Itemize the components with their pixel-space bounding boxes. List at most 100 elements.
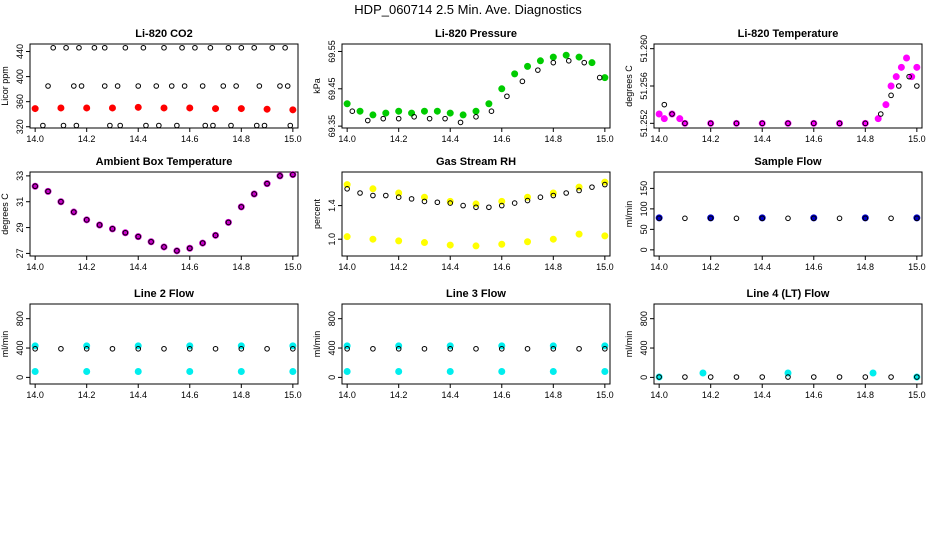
data-point bbox=[369, 111, 377, 119]
data-point bbox=[892, 73, 900, 81]
data-point bbox=[524, 62, 532, 70]
data-point bbox=[174, 122, 180, 129]
y-axis-label: ml/min bbox=[0, 331, 10, 358]
x-tick-label: 14.8 bbox=[545, 262, 563, 272]
data-point bbox=[588, 59, 596, 67]
data-point bbox=[446, 109, 454, 117]
panel-li820-temperature: Li-820 Temperature degrees C 14.0 14.2 14.4 1… bbox=[624, 28, 926, 144]
y-tick-label: 0 bbox=[639, 247, 649, 252]
data-point bbox=[122, 229, 129, 236]
y-tick-label: 320 bbox=[15, 119, 25, 134]
data-point bbox=[472, 242, 480, 250]
series-low bbox=[343, 368, 609, 376]
data-point bbox=[343, 181, 351, 189]
y-tick-label: 800 bbox=[15, 311, 25, 326]
data-point bbox=[109, 226, 116, 232]
data-point bbox=[420, 107, 428, 115]
data-point bbox=[284, 83, 291, 89]
data-point bbox=[135, 233, 142, 240]
data-point bbox=[810, 120, 817, 127]
data-point bbox=[473, 204, 479, 211]
plot-frame bbox=[341, 171, 611, 257]
x-tick-label: 14.8 bbox=[857, 262, 875, 272]
data-point bbox=[420, 239, 428, 247]
data-point bbox=[498, 345, 505, 352]
data-point bbox=[395, 189, 403, 197]
data-point bbox=[473, 114, 479, 120]
y-axis-label: degrees C bbox=[624, 65, 634, 107]
data-point bbox=[210, 122, 216, 129]
data-point bbox=[71, 83, 77, 89]
y-tick-label: 1.4 bbox=[327, 199, 337, 212]
data-point bbox=[656, 215, 662, 222]
x-tick-label: 14.4 bbox=[753, 390, 771, 400]
data-point bbox=[269, 44, 276, 51]
data-point bbox=[32, 345, 38, 352]
y-tick-label: 69.45 bbox=[327, 78, 337, 101]
data-point bbox=[473, 345, 479, 352]
data-point bbox=[395, 368, 403, 376]
data-point bbox=[550, 59, 557, 66]
data-point bbox=[896, 83, 902, 89]
panel-sample-flow: Sample Flow ml/min 14.0 14.2 14.4 14.6 14.8 15.… bbox=[624, 156, 926, 272]
data-point bbox=[140, 44, 147, 51]
data-point bbox=[524, 238, 532, 246]
x-tick-label: 14.6 bbox=[493, 262, 511, 272]
data-point bbox=[212, 232, 219, 239]
panel-title: Line 2 Flow bbox=[134, 288, 194, 300]
plot-frame bbox=[653, 43, 923, 129]
x-tick-label: 14.2 bbox=[702, 390, 720, 400]
data-point bbox=[343, 100, 351, 108]
data-point bbox=[83, 345, 90, 352]
data-point bbox=[682, 374, 688, 380]
data-point bbox=[421, 198, 428, 205]
y-axis-label: ml/min bbox=[312, 331, 322, 358]
data-point bbox=[446, 368, 454, 376]
data-point bbox=[682, 215, 688, 222]
series-black bbox=[656, 374, 920, 380]
data-point bbox=[380, 115, 387, 122]
x-tick-label: 14.8 bbox=[233, 134, 251, 144]
data-point bbox=[549, 235, 557, 243]
y-tick-label: 400 bbox=[327, 341, 337, 356]
data-point bbox=[160, 104, 168, 112]
data-point bbox=[498, 202, 505, 209]
data-point bbox=[78, 83, 85, 89]
data-point bbox=[550, 345, 557, 352]
data-point bbox=[699, 369, 707, 377]
y-tick-label: 400 bbox=[15, 341, 25, 356]
data-point bbox=[914, 215, 920, 222]
panel-title: Ambient Box Temperature bbox=[96, 156, 233, 168]
data-point bbox=[421, 345, 428, 352]
x-tick-label: 14.2 bbox=[390, 262, 408, 272]
data-point bbox=[395, 194, 402, 200]
data-point bbox=[161, 345, 167, 352]
data-point bbox=[785, 120, 791, 127]
data-point bbox=[550, 192, 557, 199]
data-point bbox=[784, 369, 792, 377]
data-point bbox=[57, 104, 65, 112]
data-point bbox=[186, 345, 193, 352]
data-point bbox=[161, 44, 167, 51]
x-tick-label: 14.8 bbox=[233, 262, 251, 272]
x-tick-label: 15.0 bbox=[908, 262, 926, 272]
data-point bbox=[888, 215, 894, 222]
data-point bbox=[349, 108, 356, 114]
data-point bbox=[96, 222, 103, 228]
data-point bbox=[460, 202, 466, 209]
data-point bbox=[357, 190, 363, 196]
data-point bbox=[356, 107, 364, 115]
data-point bbox=[869, 369, 877, 377]
data-point bbox=[601, 368, 609, 376]
x-tick-label: 14.0 bbox=[650, 262, 668, 272]
data-point bbox=[575, 230, 583, 238]
data-point bbox=[237, 368, 245, 376]
data-point bbox=[589, 184, 595, 190]
x-tick-label: 15.0 bbox=[596, 134, 614, 144]
plot-frame bbox=[653, 303, 923, 385]
y-tick-label: 51.260 bbox=[639, 35, 649, 63]
plot-frame bbox=[29, 43, 299, 129]
data-point bbox=[877, 111, 884, 117]
data-point bbox=[156, 122, 162, 129]
